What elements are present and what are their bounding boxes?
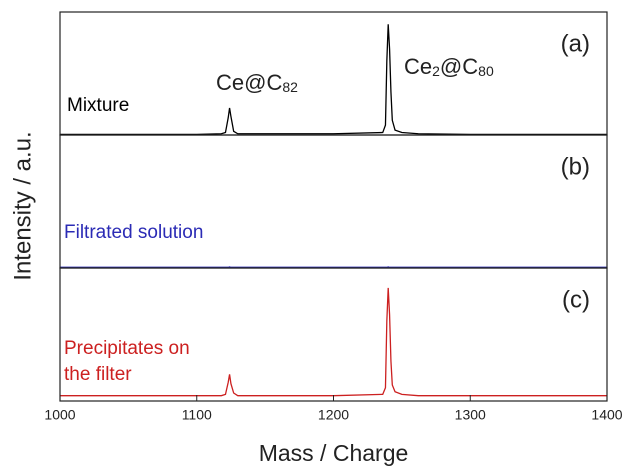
x-tick-label: 1100 — [182, 407, 212, 423]
subscript: 82 — [282, 79, 298, 95]
spectrum-line — [60, 24, 607, 136]
panel-label: (c) — [562, 286, 590, 313]
annotation-text: Ce — [404, 54, 432, 79]
series-label: Precipitates on the filter — [64, 338, 190, 385]
series-label: Filtrated solution — [64, 222, 204, 243]
x-tick-label: 1300 — [455, 407, 486, 423]
x-axis-label: Mass / Charge — [259, 440, 409, 466]
subscript: 80 — [478, 63, 494, 79]
annotation-text: @C — [440, 54, 478, 79]
x-tick-label: 1400 — [591, 407, 622, 423]
panel-frame — [59, 11, 608, 136]
annotation-text: Ce@C — [216, 70, 282, 95]
spectrum-line — [60, 287, 607, 397]
x-tick-label: 1200 — [318, 407, 349, 423]
panel-frame — [59, 134, 608, 269]
y-axis-label: Intensity / a.u. — [9, 131, 36, 280]
peak-annotation: Ce@C82 — [216, 70, 298, 95]
subscript: 2 — [432, 63, 440, 79]
series-label: Mixture — [67, 95, 130, 116]
panel-label: (b) — [561, 153, 590, 180]
peak-annotation: Ce2@C80 — [404, 54, 494, 79]
panel-label: (a) — [561, 30, 590, 57]
x-tick-label: 1000 — [44, 407, 75, 423]
